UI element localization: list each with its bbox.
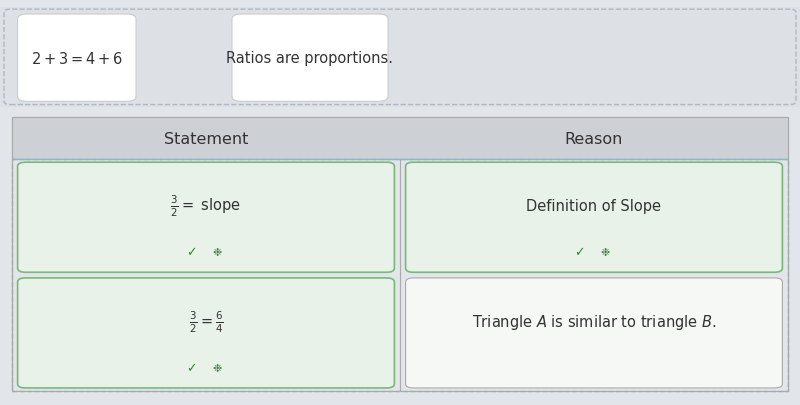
Text: $\frac{3}{2} = $ slope: $\frac{3}{2} = $ slope	[170, 194, 242, 219]
Text: Statement: Statement	[164, 131, 248, 146]
FancyBboxPatch shape	[18, 163, 394, 273]
Text: ✓: ✓	[574, 246, 585, 259]
Bar	[0, 8, 800, 107]
Text: ❉: ❉	[601, 247, 610, 257]
Text: ❉: ❉	[213, 363, 222, 373]
Text: ✓: ✓	[186, 361, 197, 374]
Text: $2 + 3 = 4 + 6$: $2 + 3 = 4 + 6$	[30, 51, 123, 66]
Bar	[12, 117, 788, 391]
Text: ❉: ❉	[213, 247, 222, 257]
Bar	[12, 117, 788, 391]
Text: ✓: ✓	[186, 246, 197, 259]
Bar	[12, 117, 788, 160]
Text: Reason: Reason	[565, 131, 623, 146]
Text: Ratios are proportions.: Ratios are proportions.	[226, 51, 394, 66]
FancyBboxPatch shape	[406, 163, 782, 273]
FancyBboxPatch shape	[406, 278, 782, 388]
Bar	[12, 160, 788, 391]
FancyBboxPatch shape	[232, 15, 388, 102]
Text: Triangle $A$ is similar to triangle $B$.: Triangle $A$ is similar to triangle $B$.	[472, 312, 716, 331]
Text: Definition of Slope: Definition of Slope	[526, 199, 662, 213]
FancyBboxPatch shape	[18, 278, 394, 388]
FancyBboxPatch shape	[18, 15, 136, 102]
Text: $\frac{3}{2} = \frac{6}{4}$: $\frac{3}{2} = \frac{6}{4}$	[189, 309, 223, 334]
